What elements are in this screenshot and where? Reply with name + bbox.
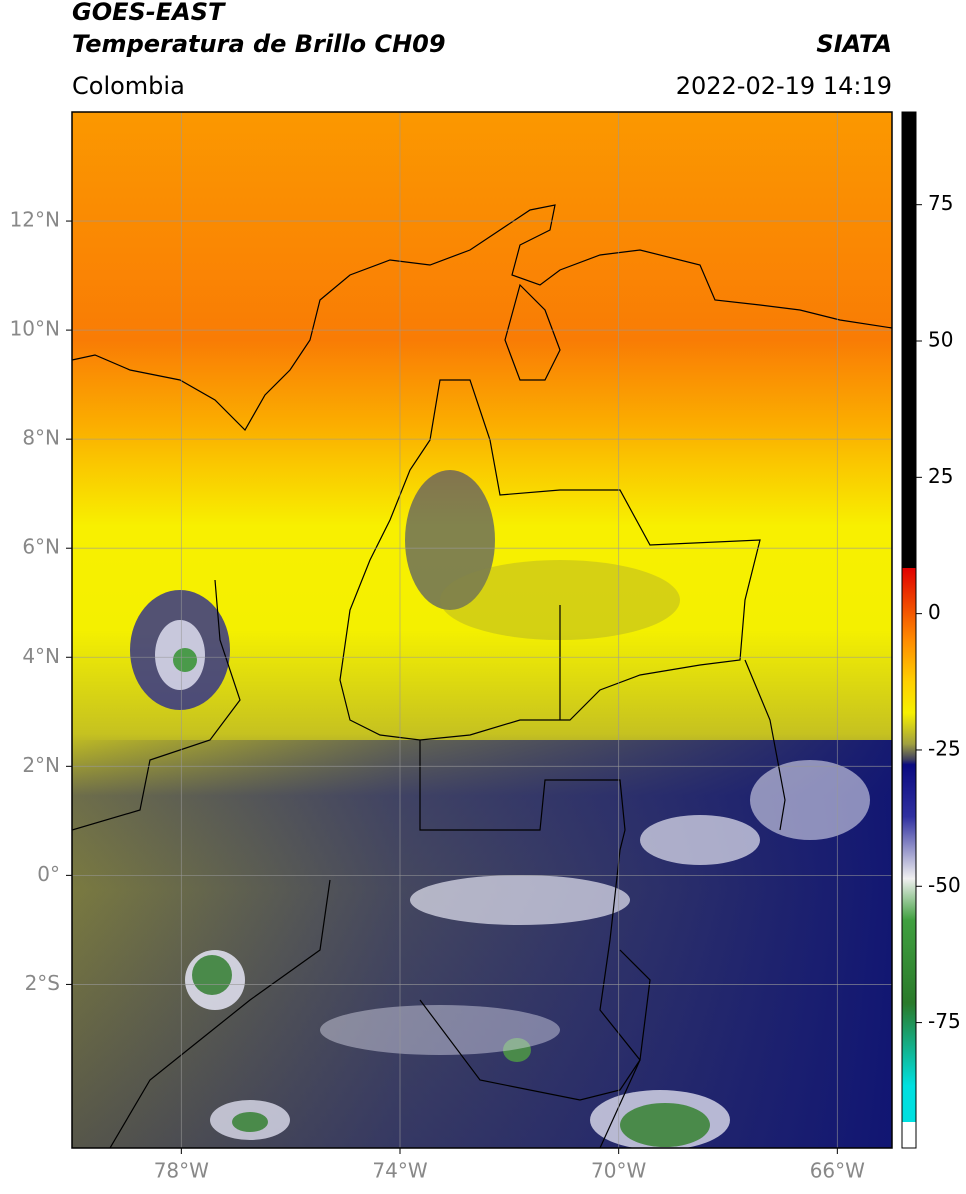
- map-frame: [71, 111, 893, 1149]
- source: SIATA: [816, 30, 892, 58]
- colorbar-tick-label: -50: [928, 873, 961, 897]
- colorbar-tick-label: 0: [928, 600, 941, 624]
- y-tick-label: 2°S: [25, 971, 60, 995]
- colorbar: [901, 111, 917, 1149]
- x-tick-label: 78°W: [154, 1159, 209, 1183]
- y-tick-label: 10°N: [10, 317, 60, 341]
- y-tick-label: 4°N: [22, 644, 60, 668]
- colorbar-tick-label: 75: [928, 191, 953, 215]
- colorbar-tick-label: -75: [928, 1009, 961, 1033]
- x-tick-label: 74°W: [372, 1159, 427, 1183]
- imagery: [72, 112, 892, 1148]
- product-title: Temperatura de Brillo CH09: [72, 30, 446, 58]
- y-tick-label: 2°N: [22, 753, 60, 777]
- x-tick-label: 66°W: [810, 1159, 865, 1183]
- datetime: 2022-02-19 14:19: [676, 72, 892, 100]
- colorbar-tick-label: 50: [928, 328, 953, 352]
- x-tick-label: 70°W: [591, 1159, 646, 1183]
- region: Colombia: [72, 72, 185, 100]
- colorbar-tick-label: -25: [928, 736, 961, 760]
- y-tick-label: 0°: [37, 862, 60, 886]
- colorbar-tick-label: 25: [928, 464, 953, 488]
- satellite-title: GOES-EAST: [72, 0, 226, 26]
- y-tick-label: 6°N: [22, 535, 60, 559]
- y-tick-label: 12°N: [10, 208, 60, 232]
- y-tick-label: 8°N: [22, 426, 60, 450]
